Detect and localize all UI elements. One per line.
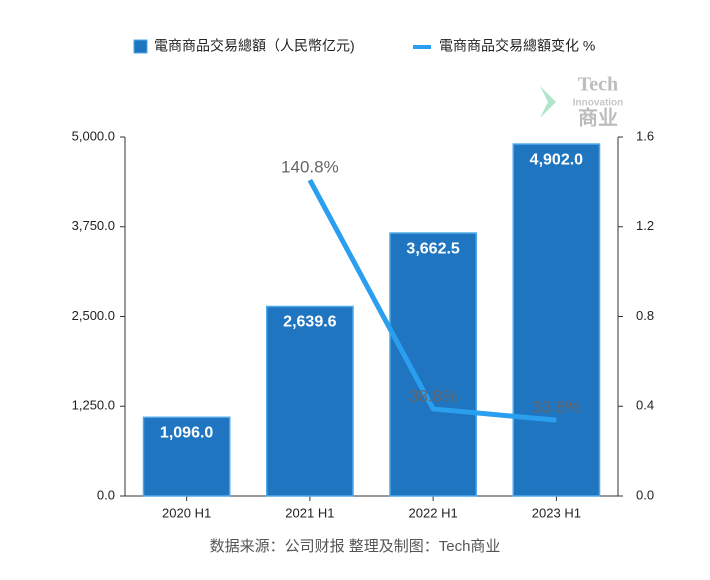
watermark-text: 商业 — [578, 105, 618, 129]
line-value-label: 33.8% — [532, 398, 580, 417]
y-tick-label: 0.0 — [97, 487, 115, 502]
x-tick-label: 2020 H1 — [162, 505, 211, 520]
source-note: 数据来源：公司财报 整理及制图：Tech商业 — [210, 538, 501, 555]
bar-value-label: 1,096.0 — [160, 425, 213, 442]
watermark: Tech Innovation 商业 — [540, 74, 624, 129]
bar — [389, 232, 478, 497]
line-value-label: 140.8% — [281, 158, 339, 177]
legend-swatch — [133, 39, 148, 54]
bar-value-label: 3,662.5 — [406, 240, 459, 257]
y-tick-label: 1,250.0 — [72, 398, 115, 413]
y-tick-label: 3,750.0 — [72, 218, 115, 233]
bar — [142, 416, 231, 497]
watermark-icon — [540, 86, 556, 118]
bar-value-label: 2,639.6 — [283, 314, 336, 331]
y-tick-label: 5,000.0 — [72, 128, 115, 143]
bar — [512, 143, 601, 497]
y-tick-label: 2,500.0 — [72, 308, 115, 323]
watermark-text: Tech — [578, 74, 618, 96]
legend-label: 電商商品交易總額（人民幣亿元) — [154, 38, 355, 54]
y2-tick-label: 0.4 — [636, 398, 654, 413]
legend-label: 電商商品交易總額变化 % — [439, 38, 595, 54]
line-value-label: 38.8% — [409, 386, 457, 405]
y2-tick-label: 0.0 — [636, 487, 654, 502]
y2-tick-label: 1.6 — [636, 128, 654, 143]
bar — [265, 305, 354, 497]
line — [307, 178, 557, 423]
bar-value-label: 4,902.0 — [530, 151, 583, 168]
y2-tick-label: 1.2 — [636, 218, 654, 233]
x-tick-label: 2021 H1 — [285, 505, 334, 520]
x-tick-label: 2023 H1 — [532, 505, 581, 520]
watermark-text: Innovation — [573, 98, 624, 109]
y2-tick-label: 0.8 — [636, 308, 654, 323]
x-tick-label: 2022 H1 — [409, 505, 458, 520]
